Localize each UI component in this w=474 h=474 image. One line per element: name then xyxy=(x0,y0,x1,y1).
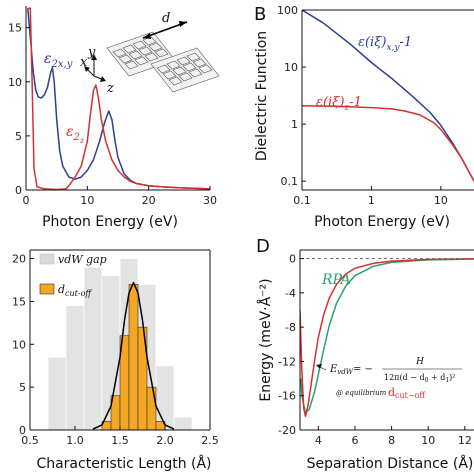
axis-z-label: z xyxy=(106,81,114,96)
y-tick-label: 10 xyxy=(284,61,298,74)
panel-d: 4 6 8 10 12 0 -4 -8 -12 -16 -20 Separation Distanc… xyxy=(256,236,474,472)
panel-b-ticks: 0.1 1 10 0.1 1 10 100 xyxy=(277,4,474,207)
x-tick-label: 10 xyxy=(421,434,435,447)
y-tick-label: -8 xyxy=(285,321,296,334)
y-tick-label: 10 xyxy=(8,76,22,89)
bar-vdw-gap xyxy=(173,416,193,431)
panel-a-ticks: 0 10 20 30 0 5 10 15 xyxy=(8,6,217,207)
y-tick-label: 1 xyxy=(291,118,298,131)
legend-label-vdw: vdW gap xyxy=(58,253,107,266)
panel-b: 0.1 1 10 0.1 1 10 100 Photon Energy (eV) Diele… xyxy=(254,4,474,230)
x-tick-label: 20 xyxy=(142,194,156,207)
panel-a-lines xyxy=(27,7,210,190)
y-tick-label: 100 xyxy=(277,4,298,17)
series-line-a-1 xyxy=(27,7,210,190)
panel-d-lines xyxy=(300,258,474,418)
panel-c-lines xyxy=(92,281,175,430)
series-line-d-1 xyxy=(300,258,474,418)
y-tick-label: 5 xyxy=(19,381,26,394)
panel-c-legend: vdW gap dcut-off xyxy=(39,253,107,298)
bar-dcutoff xyxy=(146,386,157,431)
label-eps-z: ε(iξ)z-1 xyxy=(316,95,362,113)
y-tick-label: 0 xyxy=(15,184,22,197)
panel-c-bars xyxy=(47,258,193,431)
bar-vdw-gap xyxy=(155,365,175,431)
vdw-formula: EvdW= − H 12π(d − d0 + d1)² @ equilibriu… xyxy=(316,357,462,400)
panel-c-ticks: 0.5 1.0 1.5 2.0 2.5 0 5 10 15 20 xyxy=(12,249,219,447)
legend-swatch-vdw xyxy=(39,253,55,265)
legend-swatch-dcut xyxy=(39,283,55,295)
x-tick-label: 12 xyxy=(458,434,472,447)
axis-y-label: y xyxy=(87,45,96,60)
y-tick-label: 0 xyxy=(289,253,296,266)
x-tick-label: 8 xyxy=(388,434,395,447)
bilayer-inset-icon xyxy=(106,21,220,93)
panel-c-xlabel: Characteristic Length (Å) xyxy=(36,455,211,472)
formula-equilibrium: @ equilibrium : xyxy=(336,389,391,397)
x-tick-label: 2.0 xyxy=(156,434,174,447)
panel-b-lines xyxy=(302,10,474,182)
formula-lhs: EvdW= − xyxy=(329,364,373,376)
y-tick-label: 0 xyxy=(19,424,26,437)
x-tick-label: 1.0 xyxy=(66,434,84,447)
panel-d-letter: D xyxy=(256,236,270,257)
y-tick-label: -20 xyxy=(278,424,296,437)
bar-vdw-gap xyxy=(47,356,67,431)
y-tick-label: 5 xyxy=(15,130,22,143)
x-tick-label: 30 xyxy=(203,194,217,207)
y-tick-label: 15 xyxy=(8,22,22,35)
panel-b-ylabel: Dielectric Function xyxy=(254,31,270,161)
label-eps-xy: ε(iξ)x,y-1 xyxy=(358,35,412,53)
x-tick-label: 10 xyxy=(80,194,94,207)
y-tick-label: 0.1 xyxy=(281,175,299,188)
y-tick-label: 10 xyxy=(12,338,26,351)
panel-b-letter: B xyxy=(254,4,266,25)
bar-vdw-gap xyxy=(65,305,85,431)
panel-a: 0 10 20 30 0 5 10 15 Photon Energy (eV) d y xyxy=(8,6,220,230)
xyz-axes-icon xyxy=(84,54,106,82)
y-tick-label: -4 xyxy=(285,287,296,300)
panel-d-ticks: 4 6 8 10 12 0 -4 -8 -12 -16 -20 xyxy=(278,249,474,447)
y-tick-label: -16 xyxy=(278,390,296,403)
bar-dcutoff xyxy=(128,283,139,431)
y-tick-label: 15 xyxy=(12,295,26,308)
x-tick-label: 0.1 xyxy=(293,194,311,207)
x-tick-label: 1.5 xyxy=(111,434,129,447)
legend-label-dcut: dcut-off xyxy=(58,283,92,298)
x-tick-label: 4 xyxy=(315,434,322,447)
x-tick-label: 0.5 xyxy=(21,434,39,447)
y-tick-label: 20 xyxy=(12,253,26,266)
y-tick-label: -12 xyxy=(278,355,296,368)
panel-c: 0.5 1.0 1.5 2.0 2.5 0 5 10 15 20 Characteristic L… xyxy=(12,249,219,472)
label-rpa: RPA xyxy=(321,272,351,288)
formula-dcut: dcut−off xyxy=(388,386,426,400)
panel-d-xlabel: Separation Distance (Å) xyxy=(307,455,474,472)
series-line-c-2 xyxy=(92,281,175,430)
x-tick-label: 6 xyxy=(351,434,358,447)
series-line-a-0 xyxy=(27,8,210,190)
x-tick-label: 10 xyxy=(434,194,448,207)
series-line-b-1 xyxy=(302,104,474,182)
panel-d-ylabel: Energy (meV·Å⁻²) xyxy=(257,278,274,401)
x-tick-label: 1 xyxy=(368,194,375,207)
formula-numerator: H xyxy=(415,357,424,367)
label-eps2xy: ε2x,y xyxy=(44,51,73,70)
panel-b-xlabel: Photon Energy (eV) xyxy=(314,214,450,230)
x-tick-label: 2.5 xyxy=(201,434,219,447)
panel-a-d-label: d xyxy=(162,11,170,26)
axis-x-label: x xyxy=(80,55,88,70)
label-eps2z: ε2z xyxy=(66,124,85,145)
formula-denominator: 12π(d − d0 + d1)² xyxy=(384,373,456,384)
x-tick-label: 0 xyxy=(23,194,30,207)
panel-a-xlabel: Photon Energy (eV) xyxy=(42,214,178,230)
